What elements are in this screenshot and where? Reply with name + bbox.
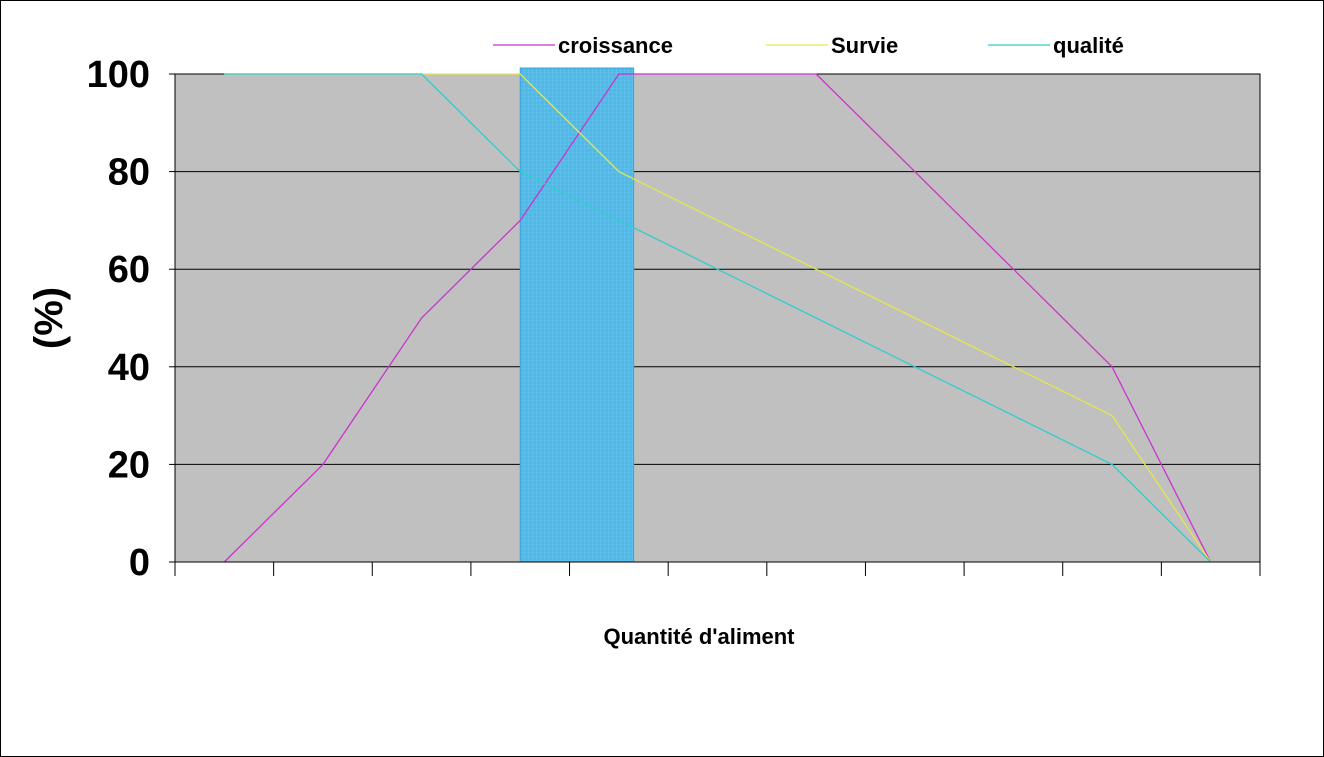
highlight-band-layer [519,67,635,563]
legend-label-0: croissance [558,33,673,58]
highlight-band [519,67,635,563]
series-line-2 [224,73,1212,563]
y-tick-label-100: 100 [87,54,150,96]
plot-background [174,73,1261,563]
x-axis-label: Quantité d'aliment [603,624,795,649]
y-tick-label-80: 80 [108,152,150,194]
legend: croissance Survie qualité [493,33,1124,58]
y-tick-label-40: 40 [108,347,150,389]
y-tick-label-20: 20 [108,444,150,486]
series-layer [223,73,1212,563]
legend-label-1: Survie [831,33,898,58]
y-axis-label: (%) [27,287,71,349]
plot-area [174,73,1261,563]
y-tick-label-0: 0 [129,542,150,584]
y-tick-label-60: 60 [108,249,150,291]
axis-layer: 0 20 40 60 80 100 [87,54,1261,584]
legend-label-2: qualité [1053,33,1124,58]
series-line-0 [223,73,1212,563]
